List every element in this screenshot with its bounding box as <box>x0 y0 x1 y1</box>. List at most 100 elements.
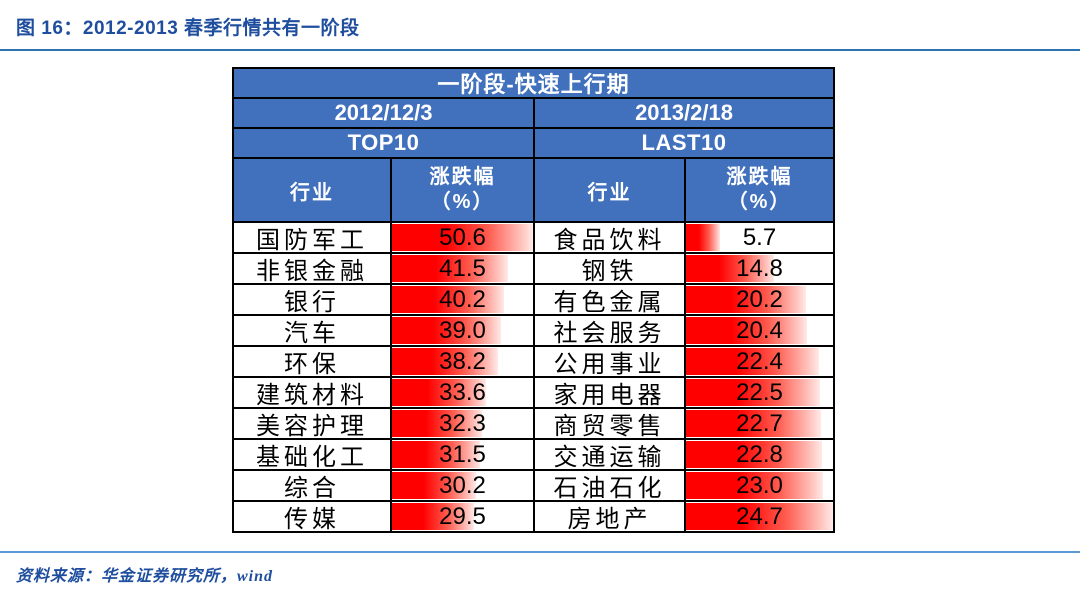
right-change-value: 22.8 <box>736 440 783 468</box>
figure-title: 图 16：2012-2013 春季行情共有一阶段 <box>16 18 360 39</box>
left-data-bar <box>392 286 504 313</box>
right-data-bar <box>686 503 833 530</box>
right-industry-cell: 商贸零售 <box>535 409 686 440</box>
left-change-value: 39.0 <box>439 316 486 344</box>
phase-header: 一阶段-快速上行期 <box>234 69 835 99</box>
right-industry-cell: 房地产 <box>535 502 686 533</box>
right-change-cell: 22.7 <box>686 409 835 440</box>
left-industry-cell: 国防军工 <box>234 223 392 254</box>
left-change-cell: 33.6 <box>392 378 535 409</box>
left-change-cell: 40.2 <box>392 285 535 316</box>
left-change-cell: 30.2 <box>392 471 535 502</box>
left-change-cell: 32.3 <box>392 409 535 440</box>
right-change-cell: 22.8 <box>686 440 835 471</box>
left-industry-cell: 基础化工 <box>234 440 392 471</box>
left-change-value: 31.5 <box>439 440 486 468</box>
left-industry-cell: 综合 <box>234 471 392 502</box>
left-data-bar <box>392 224 533 251</box>
phase-table: 一阶段-快速上行期 2012/12/3 2013/2/18 TOP10 LAST… <box>232 67 835 533</box>
right-change-value: 20.4 <box>736 316 783 344</box>
left-industry-cell: 汽车 <box>234 316 392 347</box>
right-data-bar <box>686 286 807 313</box>
left-industry-cell: 银行 <box>234 285 392 316</box>
right-change-cell: 22.5 <box>686 378 835 409</box>
right-change-cell: 14.8 <box>686 254 835 285</box>
right-change-cell: 24.7 <box>686 502 835 533</box>
figure-header: 图 16：2012-2013 春季行情共有一阶段 <box>0 0 1080 49</box>
left-change-cell: 38.2 <box>392 347 535 378</box>
right-change-cell: 23.0 <box>686 471 835 502</box>
right-change-cell: 20.4 <box>686 316 835 347</box>
right-change-value: 20.2 <box>736 285 783 313</box>
right-change-value: 24.7 <box>736 502 783 530</box>
left-change-value: 41.5 <box>439 254 486 282</box>
left-data-bar <box>392 255 508 282</box>
left-data-bar <box>392 472 477 499</box>
left-industry-cell: 传媒 <box>234 502 392 533</box>
left-data-bar <box>392 348 499 375</box>
right-industry-cell: 社会服务 <box>535 316 686 347</box>
right-change-cell: 20.2 <box>686 285 835 316</box>
left-change-cell: 41.5 <box>392 254 535 285</box>
left-change-cell: 29.5 <box>392 502 535 533</box>
left-change-value: 40.2 <box>439 285 486 313</box>
left-change-value: 33.6 <box>439 378 486 406</box>
right-change-column-header: 涨跌幅 （%） <box>686 159 835 223</box>
right-change-cell: 5.7 <box>686 223 835 254</box>
table-area: 一阶段-快速上行期 2012/12/3 2013/2/18 TOP10 LAST… <box>232 67 835 533</box>
right-industry-cell: 钢铁 <box>535 254 686 285</box>
right-change-value: 22.4 <box>736 347 783 375</box>
right-industry-cell: 公用事业 <box>535 347 686 378</box>
right-change-value: 22.5 <box>736 378 783 406</box>
change-header-line1: 涨跌幅 <box>429 166 496 188</box>
left-data-bar <box>392 379 486 406</box>
right-data-bar <box>686 472 823 499</box>
left-data-bar <box>392 441 480 468</box>
left-industry-column-header: 行业 <box>234 159 392 223</box>
left-change-value: 29.5 <box>439 502 486 530</box>
right-data-bar <box>686 410 822 437</box>
right-data-bar <box>686 348 820 375</box>
right-data-bar <box>686 255 775 282</box>
left-data-bar <box>392 410 482 437</box>
left-change-value: 32.3 <box>439 409 486 437</box>
left-industry-cell: 环保 <box>234 347 392 378</box>
right-industry-cell: 家用电器 <box>535 378 686 409</box>
right-data-bar <box>686 379 820 406</box>
left-change-value: 50.6 <box>439 223 486 251</box>
left-change-cell: 31.5 <box>392 440 535 471</box>
right-industry-cell: 有色金属 <box>535 285 686 316</box>
change-header-line2: （%） <box>727 191 792 213</box>
left-data-bar <box>392 317 501 344</box>
left-change-cell: 50.6 <box>392 223 535 254</box>
right-industry-column-header: 行业 <box>535 159 686 223</box>
right-change-value: 23.0 <box>736 471 783 499</box>
right-data-bar <box>686 441 822 468</box>
left-industry-cell: 建筑材料 <box>234 378 392 409</box>
right-industry-cell: 交通运输 <box>535 440 686 471</box>
right-industry-cell: 食品饮料 <box>535 223 686 254</box>
change-header-line1: 涨跌幅 <box>726 166 793 188</box>
right-industry-cell: 石油石化 <box>535 471 686 502</box>
left-change-cell: 39.0 <box>392 316 535 347</box>
left-group-header: TOP10 <box>234 129 535 159</box>
source-note: 资料来源：华金证券研究所，wind <box>16 568 274 585</box>
right-data-bar <box>686 317 808 344</box>
left-change-value: 38.2 <box>439 347 486 375</box>
footer-divider <box>0 551 1080 553</box>
left-change-column-header: 涨跌幅 （%） <box>392 159 535 223</box>
left-change-value: 30.2 <box>439 471 486 499</box>
change-header-line2: （%） <box>430 191 495 213</box>
title-divider <box>0 49 1080 51</box>
left-date-header: 2012/12/3 <box>234 99 535 129</box>
right-change-value: 5.7 <box>742 223 777 251</box>
right-group-header: LAST10 <box>535 129 835 159</box>
right-change-value: 22.7 <box>736 409 783 437</box>
right-date-header: 2013/2/18 <box>535 99 835 129</box>
left-industry-cell: 美容护理 <box>234 409 392 440</box>
right-change-value: 14.8 <box>736 254 783 282</box>
left-data-bar <box>392 503 475 530</box>
right-change-cell: 22.4 <box>686 347 835 378</box>
left-industry-cell: 非银金融 <box>234 254 392 285</box>
right-data-bar <box>686 224 720 251</box>
